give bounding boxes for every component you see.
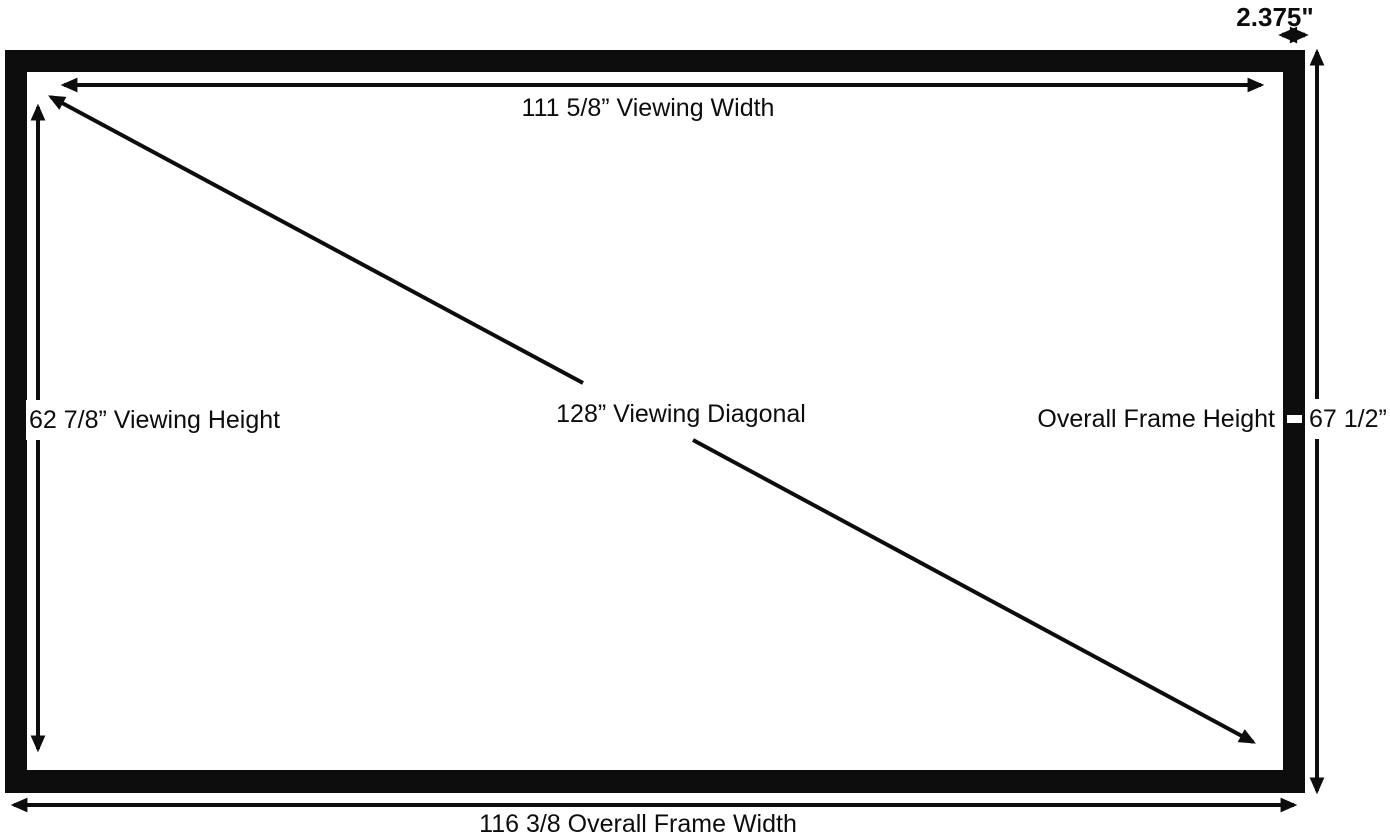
- viewing-diagonal-label: 128” Viewing Diagonal: [553, 394, 809, 434]
- frame-height-tick: [1287, 415, 1302, 423]
- viewing-height-label: 62 7/8” Viewing Height: [26, 400, 284, 440]
- frame-height-value: 67 1/2”: [1306, 399, 1390, 439]
- frame-border-width-label: 2.375": [1236, 2, 1314, 32]
- frame-height-label: Overall Frame Height: [1037, 405, 1275, 433]
- viewing-width-label: 111 5/8” Viewing Width: [521, 94, 775, 122]
- viewing-diagonal-arrow-lower: [692, 438, 1256, 744]
- viewing-diagonal-arrow-upper: [48, 95, 584, 385]
- frame-width-label: 116 3/8 Overall Frame Width: [479, 810, 797, 835]
